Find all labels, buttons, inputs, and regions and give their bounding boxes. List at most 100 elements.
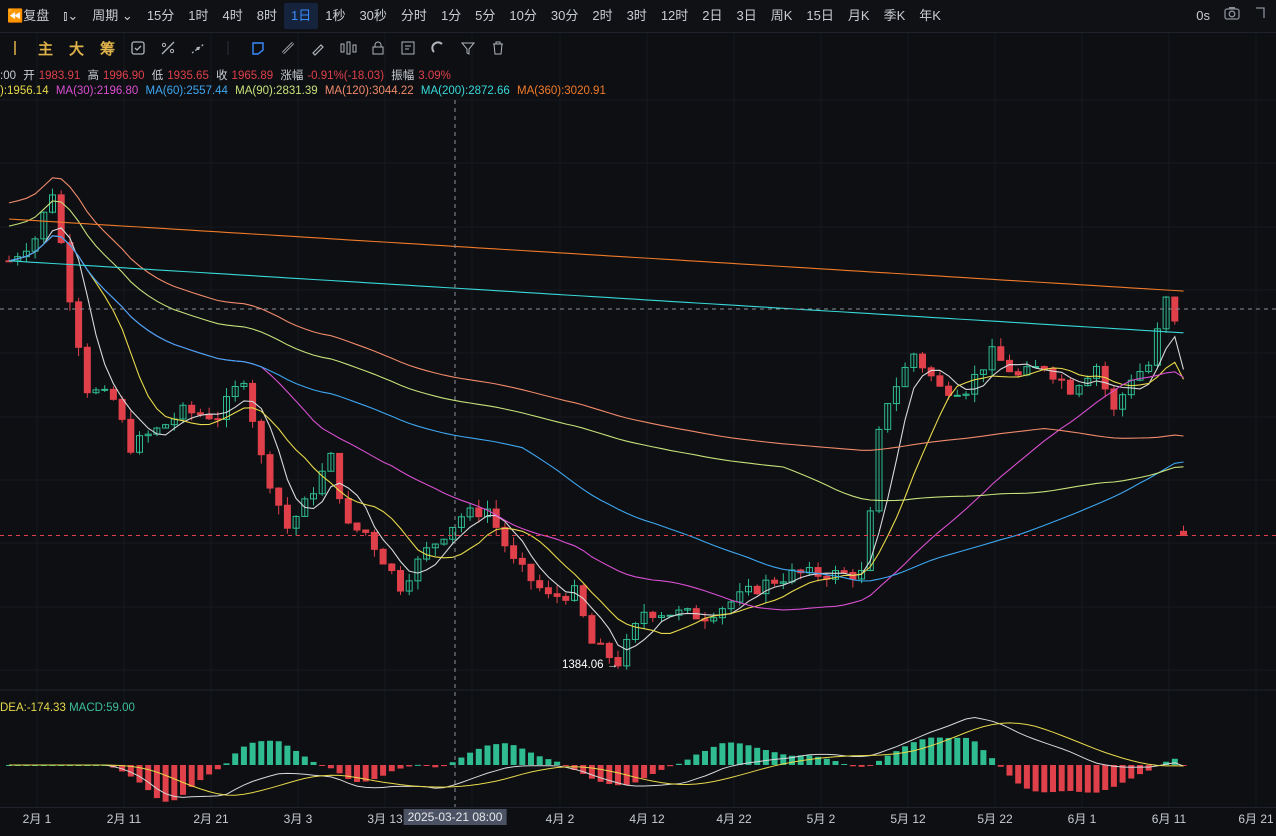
- macd-bar: [449, 762, 456, 765]
- ma-legend-item: MA(200):2872.66: [420, 85, 510, 97]
- lock-icon[interactable]: [369, 39, 387, 57]
- candle-body: [1049, 368, 1057, 380]
- candle-body: [571, 585, 578, 601]
- x-tick-label: 6月 21: [1238, 812, 1274, 826]
- macd-bar: [867, 765, 874, 766]
- macd-bar: [1093, 765, 1100, 793]
- trash-icon[interactable]: [489, 39, 507, 57]
- latency-indicator: 0s: [1196, 8, 1210, 23]
- chart-type-selector[interactable]: ⫾⌄: [56, 0, 85, 32]
- line-tool-icon[interactable]: [189, 39, 207, 57]
- interval-30s[interactable]: 30秒: [359, 8, 387, 23]
- candle-body: [40, 211, 48, 240]
- candle-body: [318, 470, 326, 495]
- chevron-down-icon: ⌄: [118, 8, 133, 23]
- candle-body: [1180, 530, 1187, 537]
- macd-bar: [1050, 765, 1056, 793]
- macd-bar: [780, 754, 787, 765]
- macd-bar: [388, 765, 395, 772]
- macd-bar: [197, 765, 204, 781]
- macd-bar: [467, 752, 474, 765]
- interval-10m[interactable]: 10分: [509, 8, 537, 23]
- macd-bar: [1041, 765, 1048, 793]
- interval-2d[interactable]: 2日: [702, 8, 723, 23]
- candle-body: [736, 591, 744, 603]
- low-label: 低: [151, 70, 164, 82]
- candle-body: [762, 579, 770, 595]
- candle-body: [745, 585, 752, 593]
- interval-12h[interactable]: 12时: [660, 8, 689, 23]
- x-tick-label: 6月 1: [1067, 812, 1097, 826]
- note-icon[interactable]: [399, 39, 417, 57]
- macd-bar: [127, 765, 134, 777]
- candle-body: [884, 403, 892, 430]
- interval-1d[interactable]: 1日: [283, 3, 319, 29]
- macd-bar: [162, 765, 169, 802]
- settings-check-icon[interactable]: [129, 39, 147, 57]
- select-tool-icon[interactable]: [249, 39, 267, 57]
- big-order-button[interactable]: 大: [69, 40, 85, 58]
- main-indicator-button[interactable]: 主: [38, 40, 54, 58]
- indicator-tool-icon[interactable]: [159, 39, 177, 57]
- candle-body: [249, 382, 257, 422]
- magnet-icon[interactable]: [429, 39, 447, 57]
- interval-5m[interactable]: 5分: [475, 8, 496, 23]
- interval-1h[interactable]: 1时: [188, 8, 209, 23]
- candle-body: [579, 585, 587, 617]
- interval-8h[interactable]: 8时: [256, 8, 277, 23]
- candle-body: [75, 301, 83, 348]
- candle-body: [875, 428, 883, 512]
- expand-icon[interactable]: [1254, 0, 1266, 32]
- interval-30m[interactable]: 30分: [550, 8, 579, 23]
- interval-4h[interactable]: 4时: [222, 8, 243, 23]
- candle-body: [945, 385, 953, 396]
- macd-bar: [997, 765, 1004, 767]
- bars-pattern-icon[interactable]: [339, 39, 357, 57]
- ma-legend: ):1956.14 MA(30):2196.80 MA(60):2557.44 …: [0, 85, 610, 97]
- interval-15d[interactable]: 15日: [806, 8, 834, 23]
- interval-15m[interactable]: 15分: [146, 8, 175, 23]
- ma-legend-item: MA(30):2196.80: [55, 85, 139, 97]
- candle-body: [536, 580, 544, 589]
- ruler-icon[interactable]: [279, 39, 297, 57]
- interval-week[interactable]: 周K: [770, 8, 793, 23]
- macd-bar: [1163, 761, 1170, 765]
- candle-body: [1075, 385, 1083, 395]
- interval-3h[interactable]: 3时: [626, 8, 647, 23]
- x-tick-label: 2月 21: [193, 812, 229, 826]
- macd-bar: [1102, 765, 1109, 790]
- candle-body: [962, 393, 970, 396]
- macd-bar: [745, 745, 752, 765]
- interval-1m[interactable]: 1分: [440, 8, 462, 23]
- brush-icon[interactable]: [309, 39, 327, 57]
- chips-button[interactable]: 筹: [100, 40, 116, 58]
- macd-bar: [597, 765, 604, 782]
- interval-month[interactable]: 月K: [847, 8, 870, 23]
- high-label: 高: [87, 70, 99, 82]
- macd-bar: [571, 765, 578, 771]
- macd-bar: [675, 763, 682, 765]
- interval-year[interactable]: 年K: [919, 8, 941, 23]
- macd-bar: [301, 756, 308, 765]
- interval-3d[interactable]: 3日: [736, 8, 757, 23]
- interval-quarter[interactable]: 季K: [883, 8, 906, 23]
- candle-body: [979, 369, 987, 375]
- candle-body: [136, 435, 143, 453]
- macd-bar: [258, 741, 265, 765]
- filter-icon[interactable]: [459, 39, 477, 57]
- macd-bar: [849, 765, 856, 767]
- macd-dif-line: [9, 716, 1184, 798]
- replay-button[interactable]: ⏪复盘: [7, 8, 50, 23]
- candle-body: [1110, 388, 1118, 410]
- interval-2h[interactable]: 2时: [592, 8, 613, 23]
- macd-bar: [345, 765, 352, 779]
- period-selector[interactable]: 周期 ⌄: [92, 8, 133, 23]
- interval-1s[interactable]: 1秒: [325, 8, 346, 23]
- interval-timeshare[interactable]: 分时: [400, 8, 427, 23]
- camera-icon[interactable]: [1224, 0, 1240, 32]
- macd-bar: [275, 741, 282, 765]
- x-tick-label: 3月 3: [283, 812, 313, 826]
- ohlc-info: :00 开 1983.91 高 1996.90 低 1935.65 收 1965.89 …: [0, 67, 455, 83]
- candle-body: [388, 563, 396, 572]
